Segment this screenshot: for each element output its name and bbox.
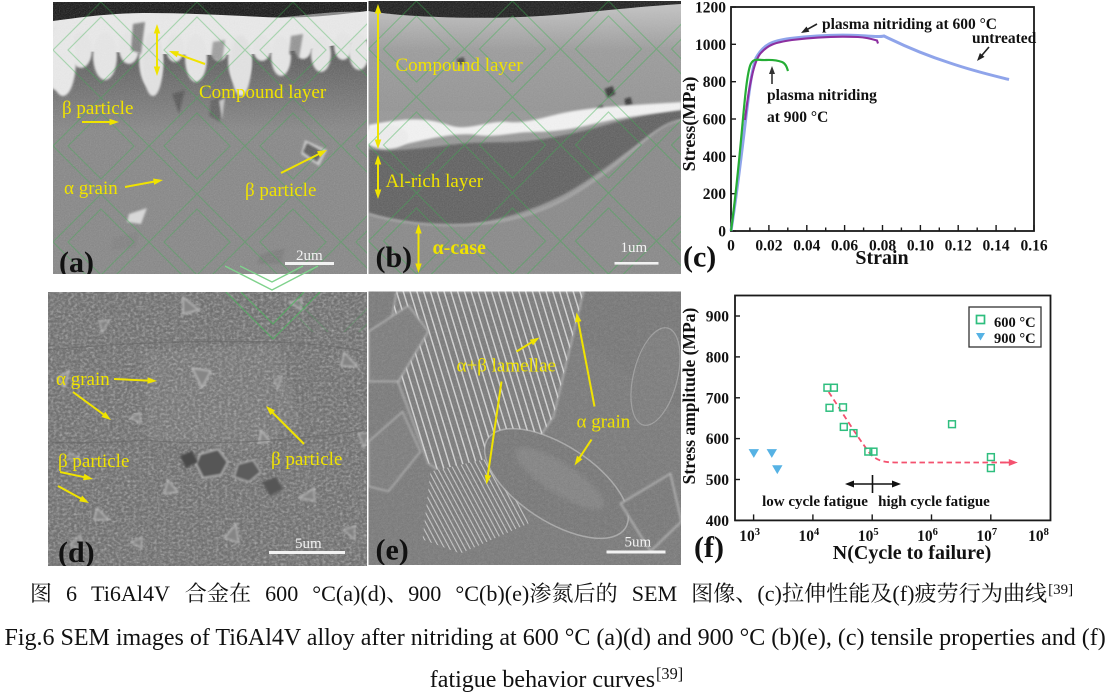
svg-text:high cycle fatigue: high cycle fatigue bbox=[878, 494, 990, 510]
svg-text:800: 800 bbox=[703, 74, 727, 91]
svg-text:600 °C: 600 °C bbox=[994, 315, 1036, 331]
svg-text:0.14: 0.14 bbox=[983, 238, 1010, 255]
svg-text:2um: 2um bbox=[296, 248, 323, 264]
svg-text:600: 600 bbox=[703, 112, 727, 129]
svg-text:α grain: α grain bbox=[64, 178, 118, 199]
svg-text:Strain: Strain bbox=[855, 247, 908, 269]
svg-text:Stress(MPa): Stress(MPa) bbox=[679, 77, 700, 172]
svg-text:α grain: α grain bbox=[577, 412, 631, 433]
svg-text:5um: 5um bbox=[295, 536, 322, 552]
svg-text:600: 600 bbox=[706, 431, 730, 448]
svg-text:600: 600 bbox=[265, 581, 298, 606]
svg-text:1000: 1000 bbox=[695, 37, 726, 54]
svg-text:(a): (a) bbox=[59, 246, 94, 279]
svg-text:Fig.6 SEM images of Ti6Al4V al: Fig.6 SEM images of Ti6Al4V alloy after … bbox=[5, 625, 1106, 651]
svg-text:Compound layer: Compound layer bbox=[396, 55, 524, 76]
svg-text:β particle: β particle bbox=[245, 180, 316, 201]
svg-text:N(Cycle to failure): N(Cycle to failure) bbox=[833, 542, 991, 564]
svg-text:plasma nitriding: plasma nitriding bbox=[767, 87, 877, 104]
svg-text:Compound layer: Compound layer bbox=[199, 82, 327, 103]
svg-text:900: 900 bbox=[706, 309, 730, 326]
svg-text:plasma nitriding at 600 °C: plasma nitriding at 600 °C bbox=[822, 16, 997, 33]
svg-text:0.06: 0.06 bbox=[831, 238, 858, 255]
svg-text:1um: 1um bbox=[621, 240, 648, 256]
svg-text:(e): (e) bbox=[376, 534, 409, 567]
svg-text:Al-rich layer: Al-rich layer bbox=[386, 171, 484, 192]
svg-text:500: 500 bbox=[706, 472, 730, 489]
svg-text:at 900 °C: at 900 °C bbox=[767, 109, 828, 126]
svg-text:0.04: 0.04 bbox=[793, 238, 820, 255]
svg-text:β particle: β particle bbox=[62, 98, 133, 119]
svg-text:(c): (c) bbox=[683, 241, 716, 274]
svg-text:(c): (c) bbox=[757, 581, 782, 606]
svg-text:800: 800 bbox=[706, 349, 730, 366]
svg-text:Stress amplitude (MPa): Stress amplitude (MPa) bbox=[679, 308, 699, 485]
svg-text:°C(b)(e): °C(b)(e) bbox=[455, 581, 529, 606]
svg-text:fatigue behavior curves: fatigue behavior curves bbox=[430, 667, 655, 693]
svg-text:900: 900 bbox=[408, 581, 441, 606]
svg-text:0.02: 0.02 bbox=[755, 238, 782, 255]
svg-text:400: 400 bbox=[703, 149, 727, 166]
svg-text:untreated: untreated bbox=[972, 30, 1037, 47]
svg-text:700: 700 bbox=[706, 390, 730, 407]
svg-text:α+β lamellae: α+β lamellae bbox=[457, 356, 556, 377]
svg-text:[39]: [39] bbox=[1048, 582, 1073, 598]
svg-text:0.10: 0.10 bbox=[907, 238, 934, 255]
svg-text:0.12: 0.12 bbox=[945, 238, 972, 255]
svg-text:low cycle fatigue: low cycle fatigue bbox=[762, 494, 868, 510]
svg-text:[39]: [39] bbox=[656, 664, 683, 683]
svg-text:900 °C: 900 °C bbox=[994, 331, 1036, 347]
svg-text:SEM: SEM bbox=[632, 581, 677, 606]
svg-text:400: 400 bbox=[706, 513, 730, 530]
svg-text:200: 200 bbox=[703, 186, 727, 203]
svg-text:α-case: α-case bbox=[433, 237, 486, 259]
svg-text:°C(a)(d): °C(a)(d) bbox=[312, 581, 386, 606]
svg-text:6: 6 bbox=[66, 581, 77, 606]
svg-text:0: 0 bbox=[727, 238, 735, 255]
svg-text:β particle: β particle bbox=[271, 449, 342, 470]
svg-text:(b): (b) bbox=[376, 241, 413, 274]
svg-text:0.16: 0.16 bbox=[1020, 238, 1047, 255]
svg-text:Ti6Al4V: Ti6Al4V bbox=[91, 581, 170, 606]
svg-text:5um: 5um bbox=[625, 535, 652, 551]
svg-text:(d): (d) bbox=[58, 536, 95, 569]
svg-text:0: 0 bbox=[718, 224, 726, 241]
svg-text:(f): (f) bbox=[694, 531, 724, 564]
svg-text:β particle: β particle bbox=[58, 451, 129, 472]
svg-text:α grain: α grain bbox=[56, 369, 110, 390]
svg-text:1200: 1200 bbox=[695, 0, 726, 17]
svg-text:0.08: 0.08 bbox=[869, 238, 896, 255]
svg-text:(f): (f) bbox=[892, 581, 914, 606]
